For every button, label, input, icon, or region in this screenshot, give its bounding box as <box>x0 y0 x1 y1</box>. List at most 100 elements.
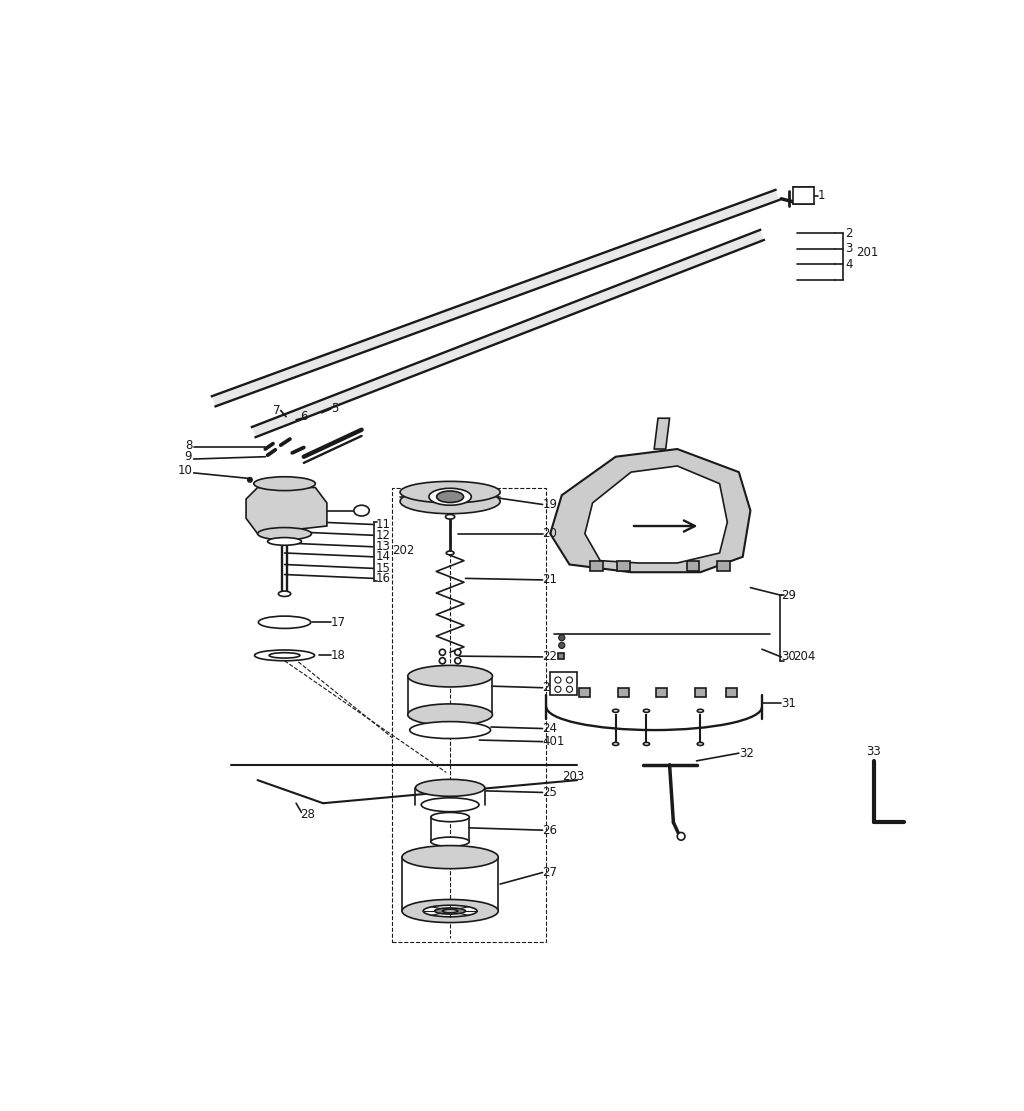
Text: 33: 33 <box>866 745 881 758</box>
Ellipse shape <box>279 591 291 597</box>
Text: 24: 24 <box>543 722 557 735</box>
Text: 21: 21 <box>543 573 557 587</box>
Ellipse shape <box>431 837 469 847</box>
Bar <box>686 561 698 571</box>
Text: 10: 10 <box>177 464 193 477</box>
Text: 4: 4 <box>845 258 853 271</box>
Text: 32: 32 <box>739 747 754 760</box>
Text: 26: 26 <box>543 823 557 837</box>
Bar <box>392 488 547 942</box>
Ellipse shape <box>400 481 500 503</box>
Bar <box>558 653 564 659</box>
Ellipse shape <box>429 489 471 506</box>
Text: 5: 5 <box>331 402 338 416</box>
Text: 27: 27 <box>543 865 557 879</box>
Ellipse shape <box>697 742 703 745</box>
Ellipse shape <box>435 908 466 914</box>
Circle shape <box>439 649 445 655</box>
Ellipse shape <box>269 652 300 658</box>
Ellipse shape <box>436 491 464 502</box>
Ellipse shape <box>258 617 310 629</box>
Text: 202: 202 <box>392 544 415 557</box>
Text: 16: 16 <box>376 572 390 584</box>
Ellipse shape <box>612 742 618 745</box>
Polygon shape <box>212 190 779 407</box>
Bar <box>590 561 602 571</box>
Circle shape <box>439 658 445 664</box>
Circle shape <box>566 687 572 692</box>
Text: 3: 3 <box>845 242 853 256</box>
Ellipse shape <box>400 489 500 513</box>
Bar <box>717 561 730 571</box>
Text: 18: 18 <box>331 649 346 662</box>
Ellipse shape <box>408 665 493 687</box>
Ellipse shape <box>423 905 477 917</box>
Ellipse shape <box>421 798 479 812</box>
Ellipse shape <box>267 538 301 546</box>
Bar <box>726 688 736 697</box>
Text: 22: 22 <box>543 650 557 663</box>
Bar <box>617 688 629 697</box>
Ellipse shape <box>643 709 649 712</box>
Polygon shape <box>654 418 670 449</box>
Circle shape <box>559 634 565 641</box>
Ellipse shape <box>416 779 484 797</box>
Text: 19: 19 <box>543 498 557 511</box>
Ellipse shape <box>697 709 703 712</box>
Text: 8: 8 <box>184 439 193 452</box>
Polygon shape <box>252 230 764 437</box>
Circle shape <box>555 687 561 692</box>
Polygon shape <box>585 466 727 563</box>
Circle shape <box>559 642 565 649</box>
Circle shape <box>566 677 572 683</box>
Text: 201: 201 <box>856 247 879 259</box>
Ellipse shape <box>643 742 649 745</box>
Ellipse shape <box>402 900 499 922</box>
Bar <box>580 688 590 697</box>
Circle shape <box>455 649 461 655</box>
Bar <box>550 672 578 695</box>
Ellipse shape <box>612 709 618 712</box>
Bar <box>695 688 706 697</box>
Ellipse shape <box>258 528 311 540</box>
Text: 11: 11 <box>376 518 390 531</box>
Text: 25: 25 <box>543 785 557 799</box>
Ellipse shape <box>354 506 370 516</box>
Text: 28: 28 <box>300 809 314 821</box>
Bar <box>617 561 630 571</box>
Ellipse shape <box>402 845 499 869</box>
Text: 30: 30 <box>781 650 796 663</box>
Ellipse shape <box>255 650 314 661</box>
Ellipse shape <box>445 514 455 519</box>
Ellipse shape <box>254 477 315 491</box>
Text: 1: 1 <box>818 189 825 202</box>
Text: 17: 17 <box>331 615 346 629</box>
Polygon shape <box>550 449 751 572</box>
Text: 13: 13 <box>376 540 390 553</box>
Text: 29: 29 <box>781 589 797 602</box>
Text: 23: 23 <box>543 681 557 694</box>
Text: 7: 7 <box>273 404 281 417</box>
Bar <box>793 188 814 204</box>
Ellipse shape <box>442 910 458 912</box>
Text: 401: 401 <box>543 735 565 748</box>
Text: 2: 2 <box>845 227 853 240</box>
Text: 20: 20 <box>543 528 557 540</box>
Text: 14: 14 <box>376 550 390 563</box>
Text: 203: 203 <box>562 770 584 783</box>
Ellipse shape <box>431 812 469 822</box>
Bar <box>656 688 668 697</box>
Text: 204: 204 <box>793 650 815 663</box>
Ellipse shape <box>408 704 493 725</box>
Circle shape <box>455 658 461 664</box>
Ellipse shape <box>410 722 490 739</box>
Ellipse shape <box>446 551 454 554</box>
Circle shape <box>555 677 561 683</box>
Circle shape <box>677 832 685 840</box>
Text: 31: 31 <box>781 697 796 710</box>
Text: 12: 12 <box>376 529 390 542</box>
Circle shape <box>248 478 252 482</box>
Text: 15: 15 <box>376 562 390 574</box>
Polygon shape <box>246 488 327 533</box>
Text: 9: 9 <box>184 450 193 463</box>
